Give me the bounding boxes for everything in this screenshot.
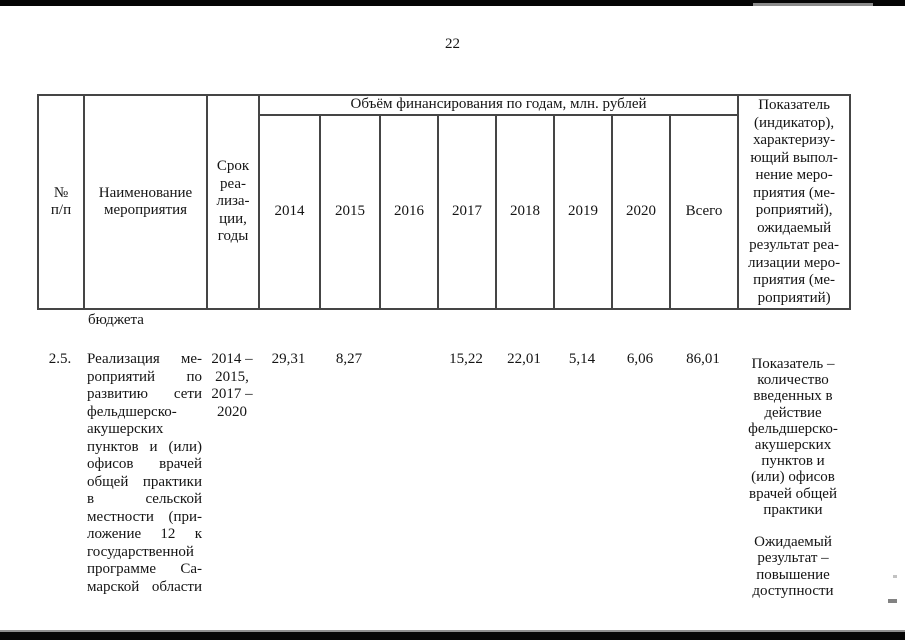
- column-header-total: Всего: [668, 113, 740, 310]
- value-2015-cell: 8,27: [335, 351, 363, 367]
- column-header-row-number: № п/п: [37, 94, 85, 310]
- row-number-cell: 2.5.: [48, 351, 72, 367]
- column-header-year-2017: 2017: [437, 113, 497, 310]
- carryover-text-fragment: бюджета: [88, 312, 144, 328]
- page-number: 22: [445, 36, 460, 52]
- column-header-year-2018: 2018: [495, 113, 555, 310]
- scan-edge-bottom: [0, 630, 905, 640]
- column-header-year-2016: 2016: [379, 113, 439, 310]
- implementation-term-cell: 2014 –2015, 2017 –2020: [211, 351, 253, 420]
- scan-artifact: [893, 575, 897, 578]
- value-2019-cell: 5,14: [568, 351, 596, 367]
- scan-edge-top-gray: [753, 3, 873, 6]
- column-header-year-2014: 2014: [258, 113, 321, 310]
- scan-edge-top: [0, 0, 905, 6]
- column-header-financing-band: Объём финансирования по годам, млн. рубл…: [257, 94, 740, 116]
- table-row: 2.5. Реализация ме-роприятий по развитию сет…: [37, 351, 849, 599]
- value-2014-cell: 29,31: [271, 351, 306, 367]
- measure-name-cell: Реализация ме-роприятий по развитию сети фель…: [87, 351, 202, 595]
- indicator-cell: Показатель – количество введенных в действи…: [748, 356, 838, 599]
- value-2020-cell: 6,06: [626, 351, 654, 367]
- value-2017-cell: 15,22: [449, 351, 483, 367]
- financing-table-header: № п/п Наименование мероприятия Срок реа-лиз…: [37, 94, 852, 310]
- column-header-year-2015: 2015: [319, 113, 381, 310]
- column-header-measure-name: Наименование мероприятия: [83, 94, 208, 310]
- column-header-indicator: Показатель (индикатор), характеризу-ющий в…: [737, 94, 852, 310]
- column-header-year-2020: 2020: [611, 113, 671, 310]
- value-2018-cell: 22,01: [507, 351, 541, 367]
- value-2016-cell: [379, 351, 437, 599]
- column-header-implementation-term: Срок реа-лиза-ции, годы: [206, 94, 260, 310]
- column-header-year-2019: 2019: [553, 113, 613, 310]
- value-total-cell: 86,01: [686, 351, 720, 367]
- scan-artifact: [888, 599, 897, 603]
